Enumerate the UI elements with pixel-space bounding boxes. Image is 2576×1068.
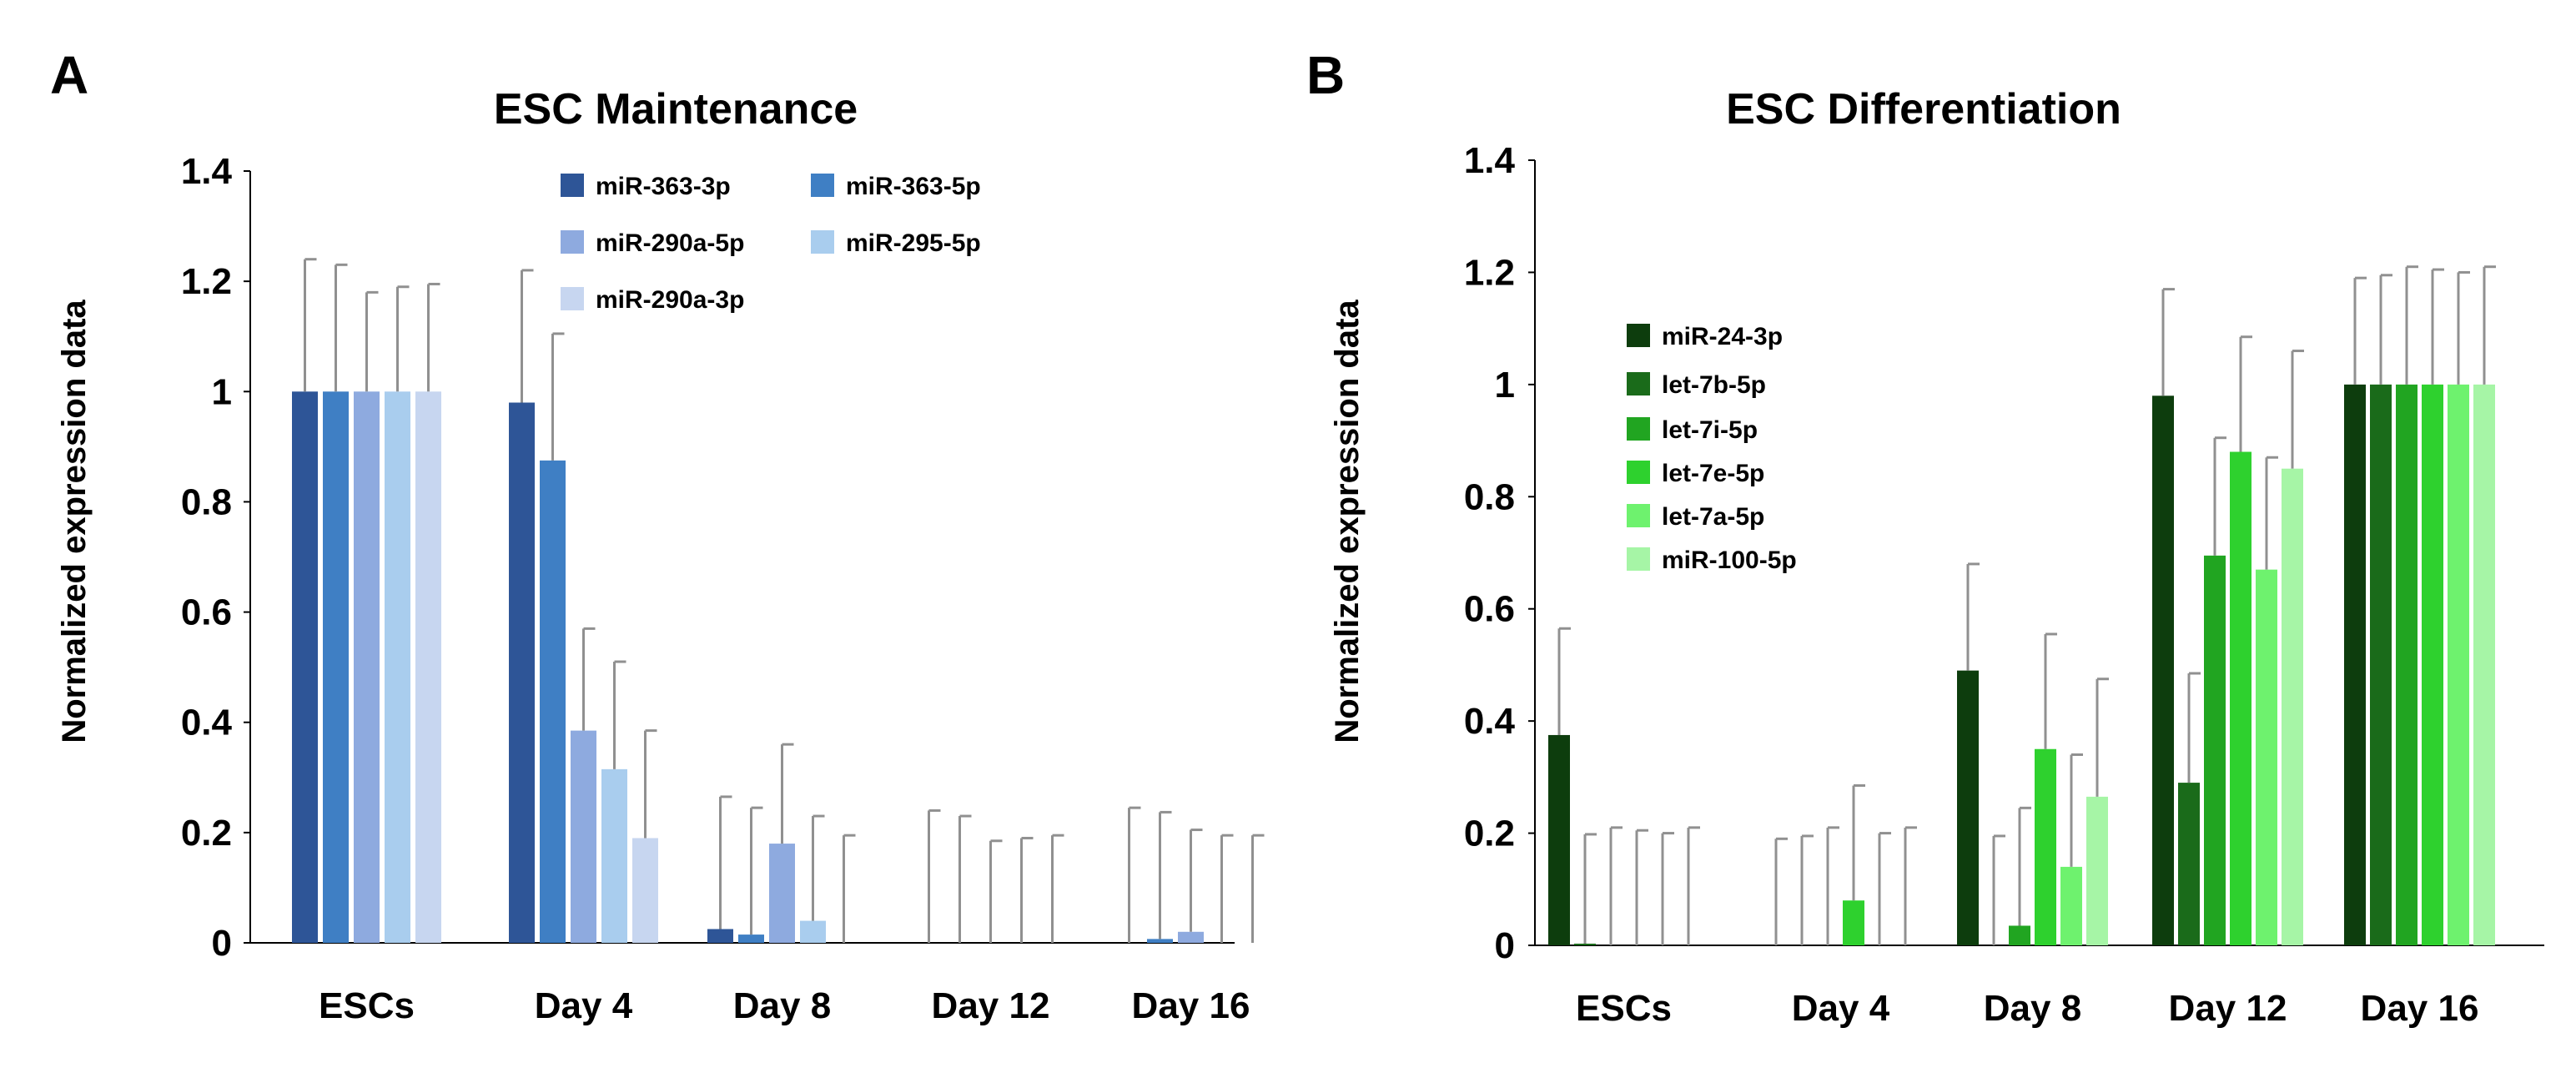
legend-swatch-a <box>561 174 584 197</box>
bar-b <box>1548 734 1570 945</box>
legend-swatch-b <box>1627 324 1650 347</box>
legend-swatch-a <box>811 174 834 197</box>
legend-a: miR-363-3p miR-363-5p miR-290a-5p miR-295-5… <box>561 173 981 314</box>
y-tick-label-a: 1 <box>212 371 232 412</box>
legend-swatch-a <box>561 287 584 310</box>
bar-a <box>707 929 733 943</box>
x-tick-label-a: ESCs <box>319 985 415 1026</box>
bar-a <box>1147 939 1173 943</box>
y-tick-label-b: 0 <box>1495 925 1515 966</box>
y-axis-label-b: Normalized expression data <box>1329 300 1366 743</box>
legend-swatch-a <box>811 230 834 254</box>
bar-a <box>385 391 410 943</box>
bar-a <box>632 838 658 943</box>
bar-b <box>1843 900 1864 945</box>
y-axis-label-a: Normalized expression data <box>56 300 93 743</box>
x-tick-label-b: Day 4 <box>1792 988 1890 1029</box>
bar-b <box>2086 796 2108 945</box>
legend-swatch-b <box>1627 461 1650 484</box>
chart-title-b: ESC Differentiation <box>1726 85 2121 134</box>
legend-label-b: let-7e-5p <box>1662 460 1764 487</box>
legend-label-b: let-7a-5p <box>1662 503 1764 531</box>
y-tick-label-a: 0 <box>212 923 232 964</box>
y-tick-label-b: 1 <box>1495 365 1515 406</box>
x-tick-label-a: Day 12 <box>932 985 1050 1026</box>
bar-b <box>2204 555 2226 945</box>
bar-a <box>292 391 318 943</box>
bar-b <box>1957 670 1979 945</box>
bar-b <box>2282 468 2303 945</box>
bar-b <box>2178 783 2200 945</box>
bar-a <box>769 844 795 943</box>
bar-b <box>2060 866 2082 945</box>
bar-a <box>571 730 596 943</box>
legend-label-b: miR-24-3p <box>1662 323 1783 350</box>
y-tick-label-b: 1.2 <box>1464 252 1515 293</box>
bar-b <box>2230 451 2251 945</box>
panel-letter-b: B <box>1306 45 1345 105</box>
bar-b <box>2448 384 2469 945</box>
y-tick-label-b: 1.4 <box>1464 140 1516 181</box>
bar-a <box>601 768 627 943</box>
bar-a <box>354 391 380 943</box>
bar-b <box>1574 943 1596 945</box>
x-tick-label-b: ESCs <box>1576 988 1672 1029</box>
y-tick-label-b: 0.4 <box>1464 701 1516 742</box>
panel-letter-a: A <box>50 45 88 105</box>
legend-b: miR-24-3p let-7b-5p let-7i-5p let-7e-5p let-… <box>1627 323 1797 574</box>
y-tick-label-b: 0.6 <box>1464 589 1515 630</box>
plot-area-a: 0 0.2 0.4 0.6 0.8 1 1.2 1.4 ESCs Day 4 Day 8 Day 12… <box>181 151 1265 1026</box>
plot-area-b: 0 0.2 0.4 0.6 0.8 1 1.2 1.4 ESCs Day 4 Day 8 Day 12… <box>1464 140 2544 1029</box>
bar-a <box>800 920 826 943</box>
bar-b <box>2344 384 2366 945</box>
bar-a <box>509 402 535 943</box>
bar-a <box>1178 931 1204 943</box>
bar-b <box>2035 748 2056 945</box>
legend-swatch-b <box>1627 547 1650 571</box>
legend-label-b: let-7b-5p <box>1662 371 1766 399</box>
legend-label-a: miR-290a-5p <box>596 229 744 257</box>
x-tick-label-a: Day 4 <box>535 985 633 1026</box>
legend-label-b: miR-100-5p <box>1662 547 1797 574</box>
bar-b <box>2473 384 2495 945</box>
bar-b <box>2370 384 2392 945</box>
bar-a <box>738 934 764 943</box>
y-tick-label-a: 0.4 <box>181 703 233 743</box>
legend-label-a: miR-363-5p <box>846 173 981 200</box>
x-tick-label-a: Day 16 <box>1132 985 1250 1026</box>
bar-b <box>2396 384 2418 945</box>
x-tick-label-a: Day 8 <box>733 985 831 1026</box>
legend-swatch-b <box>1627 372 1650 395</box>
y-tick-label-b: 0.2 <box>1464 814 1515 854</box>
bar-a <box>323 391 349 943</box>
y-tick-label-a: 1.2 <box>181 261 232 302</box>
legend-label-a: miR-290a-3p <box>596 286 744 314</box>
bar-b <box>2152 395 2174 945</box>
bar-b <box>2422 384 2443 945</box>
legend-label-b: let-7i-5p <box>1662 416 1758 444</box>
bar-a <box>415 391 441 943</box>
x-tick-label-b: Day 8 <box>1984 988 2081 1029</box>
y-tick-label-a: 1.4 <box>181 151 233 192</box>
y-tick-label-a: 0.6 <box>181 592 232 633</box>
legend-swatch-b <box>1627 504 1650 527</box>
y-tick-label-a: 0.2 <box>181 813 232 854</box>
legend-swatch-a <box>561 230 584 254</box>
legend-swatch-b <box>1627 417 1650 441</box>
y-tick-label-a: 0.8 <box>181 481 232 522</box>
legend-label-a: miR-295-5p <box>846 229 981 257</box>
bar-a <box>540 460 566 943</box>
bar-b <box>2256 569 2277 945</box>
x-tick-label-b: Day 16 <box>2361 988 2479 1029</box>
y-tick-label-b: 0.8 <box>1464 476 1515 517</box>
bar-b <box>2009 925 2030 945</box>
chart-title-a: ESC Maintenance <box>494 85 858 134</box>
x-tick-label-b: Day 12 <box>2169 988 2287 1029</box>
legend-label-a: miR-363-3p <box>596 173 731 200</box>
